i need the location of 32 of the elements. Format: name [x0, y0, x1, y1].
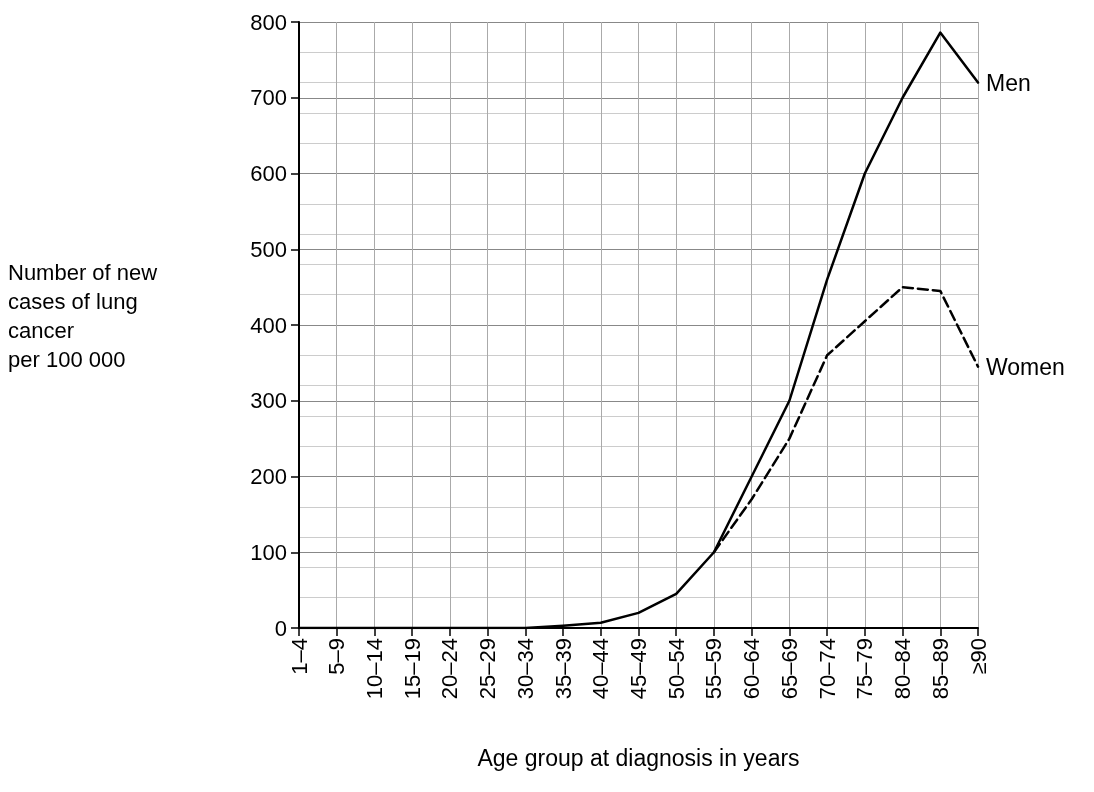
x-tick-label: 55–59	[701, 638, 727, 700]
series-label: Women	[986, 353, 1065, 380]
y-tick-label: 500	[250, 236, 287, 262]
y-tick-label: 100	[250, 539, 287, 565]
y-axis-title: Number of new cases of lung cancer per 100 000	[8, 260, 158, 372]
x-tick-label: ≥90	[965, 638, 991, 675]
x-tick-label: 45–49	[626, 638, 651, 700]
x-tick-label: 80–84	[890, 638, 916, 700]
y-tick-label: 0	[274, 615, 287, 641]
x-tick-label: 5–9	[324, 638, 350, 675]
x-tick-label: 70–74	[814, 638, 840, 700]
y-tick-label: 800	[250, 9, 287, 35]
x-tick-label: 25–29	[475, 638, 501, 700]
y-tick-label: 700	[250, 85, 287, 111]
x-tick-label: 60–64	[739, 638, 765, 700]
x-tick-label: 40–44	[588, 638, 614, 700]
x-tick-label: 15–19	[399, 638, 425, 700]
x-tick-label: 30–34	[512, 638, 538, 700]
y-tick-label: 400	[250, 312, 287, 338]
x-tick-label: 35–39	[550, 638, 576, 700]
series-label: Men	[986, 69, 1031, 96]
y-tick-label: 200	[250, 464, 287, 489]
x-tick-label: 10–14	[361, 638, 387, 700]
x-tick-label: 20–24	[437, 638, 463, 700]
x-axis-title: Age group at diagnosis in years	[477, 744, 800, 771]
x-tick-label: 65–69	[776, 638, 802, 700]
y-tick-label: 600	[250, 161, 287, 186]
x-tick-label: 75–79	[852, 638, 878, 700]
x-tick-label: 85–89	[927, 638, 953, 700]
x-tick-label: 1–4	[286, 638, 312, 675]
y-tick-label: 300	[250, 388, 287, 414]
x-tick-label: 50–54	[663, 638, 689, 700]
